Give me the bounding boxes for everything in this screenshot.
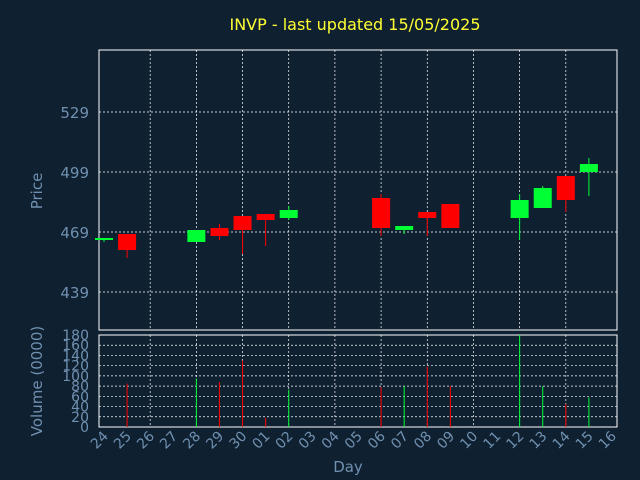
candle-body [187,230,206,242]
candle-body [95,238,113,240]
candle-body [256,214,275,220]
x-tick-label: 14 [550,428,574,452]
volume-tick-label: 120 [62,359,89,375]
x-axis-label: Day [333,458,363,476]
volume-tick-label: 0 [80,420,89,436]
x-tick-label: 30 [226,429,250,453]
price-tick-label: 469 [60,224,89,242]
x-tick-label: 03 [296,429,320,453]
volume-tick-label: 60 [71,389,89,405]
price-plot-frame [98,49,618,331]
candle-body [233,216,252,230]
x-tick-label: 29 [203,429,227,453]
candle-body [118,234,137,250]
x-tick-label: 13 [527,429,551,453]
chart-title: INVP - last updated 15/05/2025 [229,15,480,34]
volume-plot-frame [98,334,618,428]
volume-tick-label: 20 [71,410,89,426]
x-tick-label: 09 [434,429,458,453]
volume-tick-label: 100 [62,369,89,385]
volume-tick-label: 40 [71,400,89,416]
x-tick-label: 28 [180,429,204,453]
x-tick-label: 06 [365,428,389,452]
candle-body [441,204,460,228]
x-tick-label: 26 [134,428,158,452]
x-tick-label: 04 [319,428,343,452]
candle-body [372,198,391,228]
volume-tick-label: 140 [62,348,89,364]
candle-body [279,210,298,218]
x-tick-label: 11 [480,429,504,453]
x-tick-label: 02 [273,429,297,453]
price-axis-label: Price [28,173,46,210]
x-tick-label: 12 [504,429,528,453]
price-tick-label: 439 [60,284,89,302]
candle-body [579,164,598,172]
x-tick-label: 24 [88,428,112,452]
x-tick-label: 08 [411,429,435,453]
x-tick-label: 15 [573,429,597,453]
x-tick-label: 01 [250,429,274,453]
candle-body [418,212,437,218]
candle-body [533,188,552,208]
x-tick-label: 05 [342,429,366,453]
x-tick-label: 16 [596,428,620,452]
price-tick-label: 529 [60,104,89,122]
x-tick-label: 27 [157,429,181,453]
price-panel: 439 469 499 529 [60,49,618,331]
volume-axis-label: Volume (0000) [28,326,46,436]
price-tick-label: 499 [60,164,89,182]
candle-body [510,200,529,218]
candle-body [210,228,229,236]
volume-tick-label: 160 [62,338,89,354]
candle-body [395,226,414,230]
volume-tick-label: 80 [71,379,89,395]
x-tick-label: 07 [388,429,412,453]
candle-body [556,176,575,200]
x-tick-label: 25 [111,429,135,453]
x-tick-label: 10 [457,429,481,453]
volume-tick-label: 180 [62,328,89,344]
